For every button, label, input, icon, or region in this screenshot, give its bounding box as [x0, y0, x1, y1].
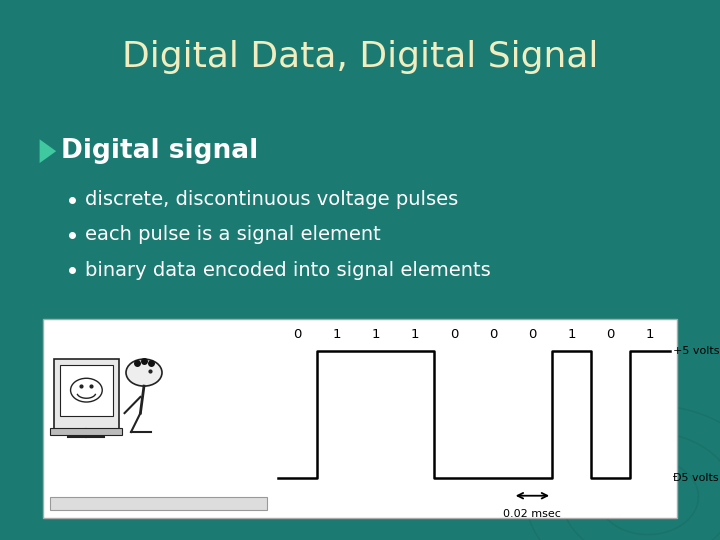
Text: +5 volts: +5 volts	[673, 346, 720, 356]
Text: 1: 1	[372, 328, 380, 341]
Text: each pulse is a signal element: each pulse is a signal element	[85, 225, 381, 245]
Text: 0: 0	[489, 328, 498, 341]
Text: 1: 1	[332, 328, 341, 341]
Circle shape	[71, 378, 102, 402]
Polygon shape	[40, 139, 56, 163]
Text: 0: 0	[607, 328, 615, 341]
Text: 0: 0	[528, 328, 536, 341]
Circle shape	[126, 359, 162, 386]
Bar	[60, 364, 113, 416]
Text: binary data encoded into signal elements: binary data encoded into signal elements	[85, 260, 491, 280]
Bar	[50, 497, 267, 510]
Text: 0: 0	[293, 328, 302, 341]
Text: 0.02 msec: 0.02 msec	[503, 509, 562, 519]
Text: discrete, discontinuous voltage pulses: discrete, discontinuous voltage pulses	[85, 190, 458, 210]
Bar	[50, 428, 122, 435]
Text: 1: 1	[567, 328, 576, 341]
Text: Digital signal: Digital signal	[61, 138, 258, 164]
Bar	[54, 359, 119, 429]
Text: 1: 1	[646, 328, 654, 341]
Text: 0: 0	[450, 328, 458, 341]
Text: Digital Data, Digital Signal: Digital Data, Digital Signal	[122, 40, 598, 73]
Text: 1: 1	[410, 328, 419, 341]
Text: Ð5 volts: Ð5 volts	[673, 473, 719, 483]
Bar	[43, 319, 677, 518]
